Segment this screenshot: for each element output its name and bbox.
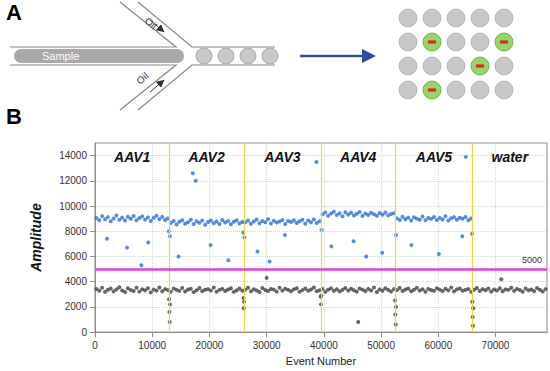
svg-text:0: 0 (92, 340, 98, 351)
svg-text:AAV2: AAV2 (187, 149, 225, 165)
html-text:A: A (6, 0, 22, 25)
svg-text:70000: 70000 (482, 340, 510, 351)
svg-text:AAV1: AAV1 (113, 149, 151, 165)
svg-text:50000: 50000 (367, 340, 395, 351)
html-text:B: B (6, 104, 22, 129)
svg-text:AAV5: AAV5 (415, 149, 453, 165)
svg-text:10000: 10000 (138, 340, 166, 351)
svg-text:water: water (492, 149, 530, 165)
svg-text:Amplitude: Amplitude (28, 203, 44, 273)
svg-text:2000: 2000 (65, 301, 88, 312)
svg-text:40000: 40000 (310, 340, 338, 351)
svg-text:AAV3: AAV3 (263, 149, 301, 165)
svg-text:8000: 8000 (65, 226, 88, 237)
svg-text:14000: 14000 (59, 150, 87, 161)
svg-text:60000: 60000 (424, 340, 452, 351)
svg-text:12000: 12000 (59, 175, 87, 186)
svg-text:20000: 20000 (196, 340, 224, 351)
svg-text:Event Number: Event Number (286, 355, 357, 367)
svg-text:Oil: Oil (134, 70, 150, 86)
svg-text:Sample: Sample (42, 50, 79, 62)
svg-text:6000: 6000 (65, 251, 88, 262)
svg-text:0: 0 (81, 327, 87, 338)
svg-text:Oil: Oil (143, 15, 159, 31)
svg-text:5000: 5000 (522, 255, 542, 265)
svg-text:10000: 10000 (59, 201, 87, 212)
svg-text:4000: 4000 (65, 276, 88, 287)
svg-text:AAV4: AAV4 (339, 149, 377, 165)
svg-text:30000: 30000 (253, 340, 281, 351)
